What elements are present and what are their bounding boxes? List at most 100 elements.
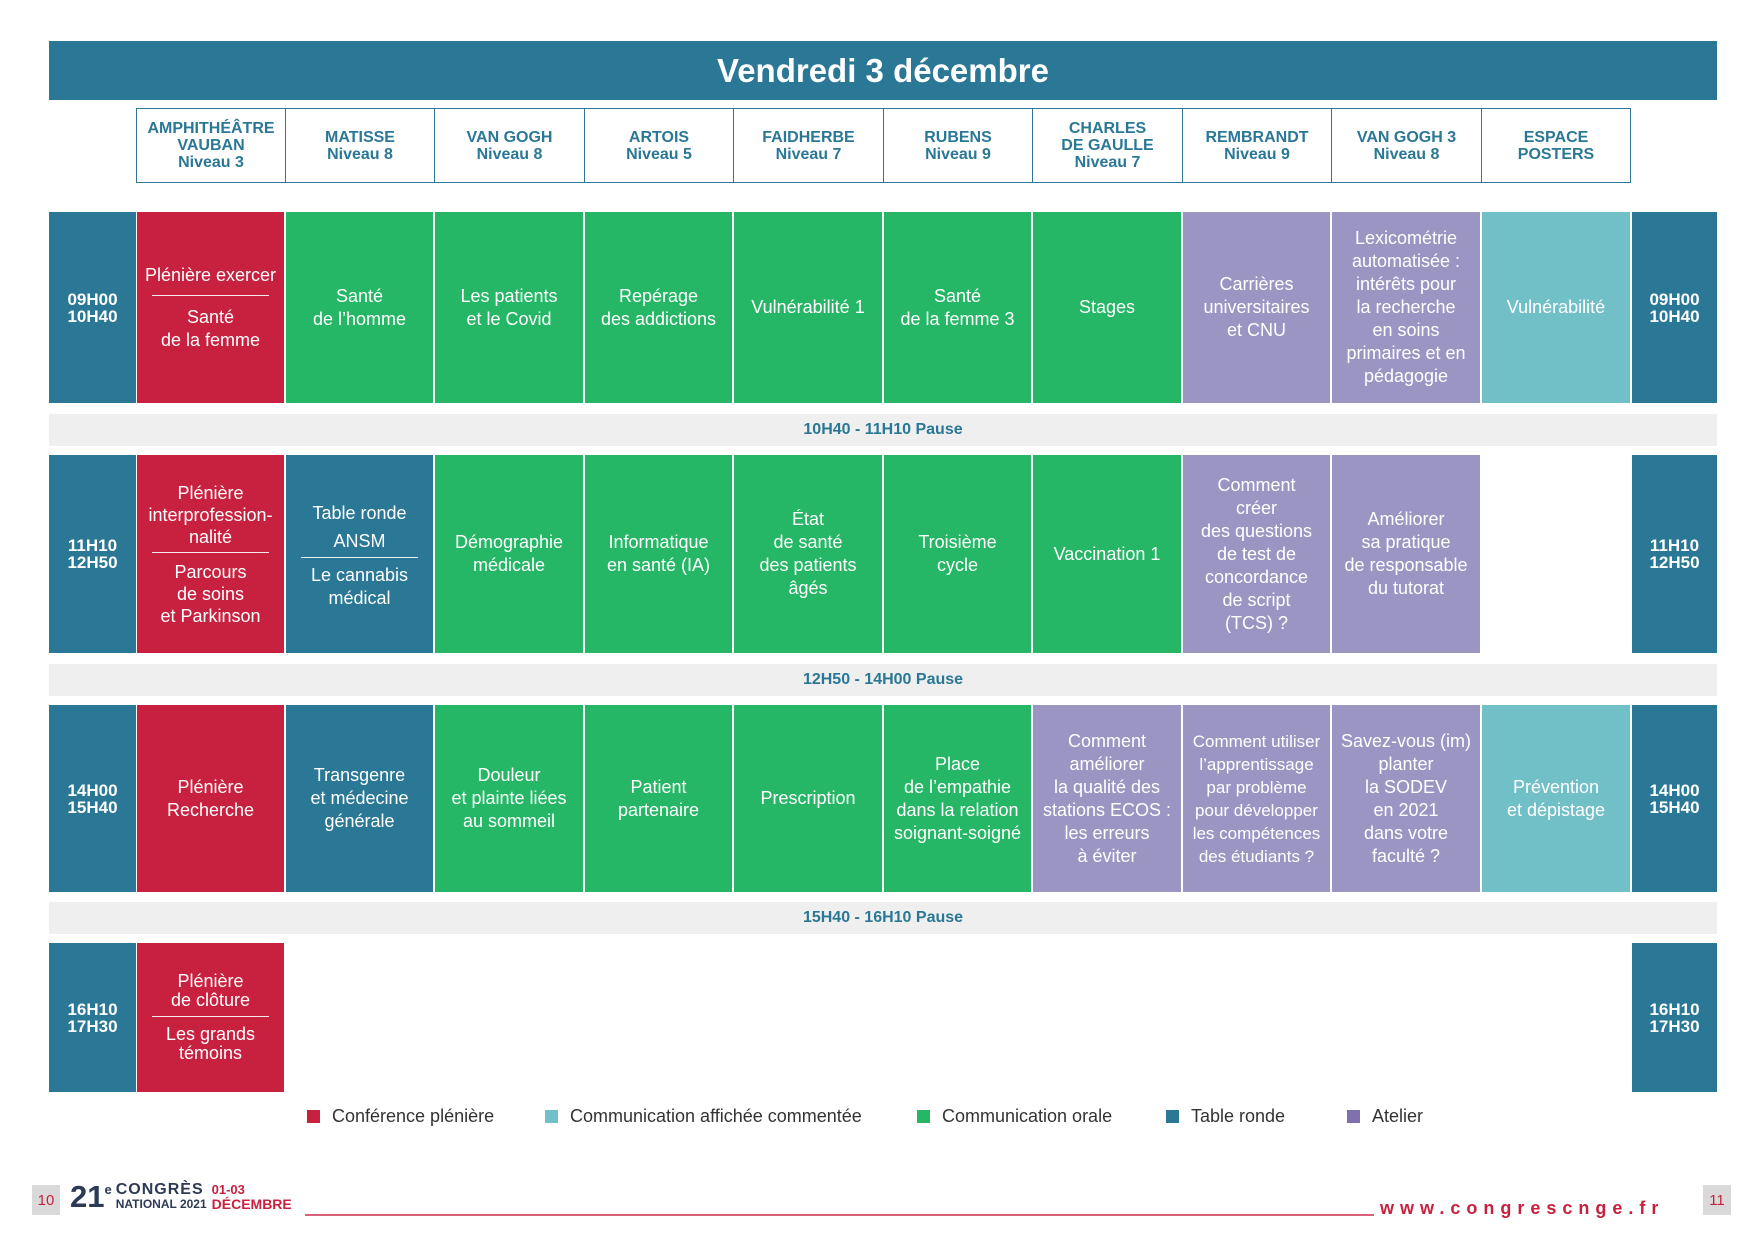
session-cell[interactable]: Comment améliorer la qualité des station… bbox=[1033, 705, 1181, 892]
session-cell[interactable]: Vulnérabilité bbox=[1482, 212, 1630, 403]
session-table-ronde-ansm[interactable]: Table ronde ANSM Le cannabis médical bbox=[286, 455, 433, 653]
session-cell[interactable]: Carrières universitaires et CNU bbox=[1183, 212, 1330, 403]
session-cell[interactable]: Transgenre et médecine générale bbox=[286, 705, 433, 892]
slot-end: 15H40 bbox=[1649, 797, 1700, 817]
session-cell[interactable]: Santé de la femme 3 bbox=[884, 212, 1031, 403]
session-cell[interactable]: Douleur et plainte liées au sommeil bbox=[435, 705, 583, 892]
slot-end: 17H30 bbox=[1649, 1016, 1700, 1036]
logo-dates: 01-03 DÉCEMBRE bbox=[212, 1182, 292, 1212]
website-link[interactable]: www.congrescnge.fr bbox=[1380, 1198, 1665, 1218]
room-name: POSTERS bbox=[1517, 145, 1595, 163]
room-header-espace-posters: ESPACE POSTERS bbox=[1481, 108, 1631, 183]
logo-edition: 21 bbox=[70, 1179, 105, 1214]
slot-start: 11H10 bbox=[1649, 536, 1700, 555]
session-cell[interactable]: Savez-vous (im) planter la SODEV en 2021… bbox=[1332, 705, 1480, 892]
session-cell[interactable]: Comment utiliser l’apprentissage par pro… bbox=[1183, 705, 1330, 892]
time-slot-left: 09H00 10H40 bbox=[49, 212, 136, 403]
room-name: DE GAULLE bbox=[1061, 137, 1154, 154]
session-divider bbox=[152, 294, 269, 296]
session-cell[interactable]: Informatique en santé (IA) bbox=[585, 455, 732, 653]
legend-item: Communication orale bbox=[917, 1106, 1112, 1127]
session-cell[interactable]: Vaccination 1 bbox=[1033, 455, 1181, 653]
slot-end: 10H40 bbox=[67, 306, 118, 326]
session-cell[interactable]: Prévention et dépistage bbox=[1482, 705, 1630, 892]
room-name: FAIDHERBE bbox=[762, 128, 855, 146]
session-cell[interactable]: Les patients et le Covid bbox=[435, 212, 583, 403]
session-divider bbox=[301, 556, 418, 558]
page-number-left: 10 bbox=[32, 1185, 60, 1215]
room-header-artois: ARTOIS Niveau 5 bbox=[584, 108, 734, 183]
logo-month: DÉCEMBRE bbox=[211, 1196, 292, 1212]
pause-bar: 15H40 - 16H10 Pause bbox=[49, 902, 1717, 934]
slot-start: 09H00 bbox=[67, 289, 118, 309]
room-header-van-gogh: VAN GOGH Niveau 8 bbox=[434, 108, 585, 183]
time-slot-left: 16H10 17H30 bbox=[49, 943, 136, 1092]
room-level: Niveau 9 bbox=[925, 145, 991, 163]
session-pleniere-cloture[interactable]: Plénière de clôture Les grands témoins bbox=[137, 943, 284, 1092]
slot-start: 11H10 bbox=[67, 536, 118, 555]
room-level: Niveau 3 bbox=[178, 154, 244, 171]
session-cell[interactable]: Place de l’empathie dans la relation soi… bbox=[884, 705, 1031, 892]
logo-days: 01-03 bbox=[211, 1182, 245, 1197]
session-cell[interactable]: Patient partenaire bbox=[585, 705, 732, 892]
slot-end: 17H30 bbox=[67, 1016, 118, 1036]
session-cell[interactable]: Plénière Recherche bbox=[137, 705, 284, 892]
session-pleniere-exercer[interactable]: Plénière exercer Santé de la femme bbox=[137, 212, 284, 403]
session-cell[interactable]: Stages bbox=[1033, 212, 1181, 403]
session-cell[interactable]: Améliorer sa pratique de responsable du … bbox=[1332, 455, 1480, 653]
legend-label: Conférence plénière bbox=[332, 1106, 495, 1126]
time-slot-right: 16H10 17H30 bbox=[1632, 943, 1717, 1092]
session-cell[interactable]: État de santé des patients âgés bbox=[734, 455, 882, 653]
room-header-van-gogh-3: VAN GOGH 3 Niveau 8 bbox=[1331, 108, 1482, 183]
page-number-right: 11 bbox=[1703, 1185, 1731, 1215]
session-cell[interactable]: Démographie médicale bbox=[435, 455, 583, 653]
room-level: Niveau 7 bbox=[775, 145, 842, 163]
slot-start: 14H00 bbox=[67, 780, 118, 800]
room-name: RUBENS bbox=[924, 128, 992, 146]
time-slot-right: 09H00 10H40 bbox=[1632, 212, 1717, 403]
legend-item: Conférence plénière bbox=[307, 1106, 494, 1127]
session-subtitle: Le cannabis médical bbox=[310, 564, 409, 608]
congress-logo: 21 e CONGRÈS NATIONAL 2021 01-03 DÉCEMBR… bbox=[70, 1179, 292, 1214]
slot-start: 14H00 bbox=[1649, 780, 1700, 800]
room-name: VAUBAN bbox=[177, 137, 245, 154]
session-cell[interactable]: Comment créer des questions de test de c… bbox=[1183, 455, 1330, 653]
slot-start: 16H10 bbox=[1649, 999, 1700, 1019]
slot-end: 12H50 bbox=[67, 553, 118, 572]
room-level: Niveau 8 bbox=[1373, 145, 1440, 163]
logo-congres: CONGRÈS bbox=[115, 1181, 204, 1198]
session-cell[interactable]: Santé de l’homme bbox=[286, 212, 433, 403]
legend-label: Atelier bbox=[1372, 1106, 1424, 1126]
room-header-vauban: AMPHITHÉÂTRE VAUBAN Niveau 3 bbox=[136, 108, 286, 183]
room-level: Niveau 5 bbox=[626, 145, 692, 163]
slot-end: 15H40 bbox=[67, 797, 118, 817]
room-name: VAN GOGH bbox=[466, 128, 553, 146]
legend-swatch bbox=[1166, 1110, 1179, 1123]
room-level: Niveau 7 bbox=[1074, 154, 1141, 171]
session-cell[interactable]: Vulnérabilité 1 bbox=[734, 212, 882, 403]
slot-start: 16H10 bbox=[67, 999, 118, 1019]
day-title: Vendredi 3 décembre bbox=[717, 51, 1049, 89]
session-cell[interactable]: Troisième cycle bbox=[884, 455, 1031, 653]
legend-swatch bbox=[1347, 1110, 1360, 1123]
time-slot-right: 14H00 15H40 bbox=[1632, 705, 1717, 892]
session-subtitle: Santé de la femme bbox=[160, 306, 261, 350]
time-slot-left: 11H10 12H50 bbox=[49, 455, 136, 653]
legend-label: Communication affichée commentée bbox=[570, 1106, 862, 1126]
session-cell[interactable]: Prescription bbox=[734, 705, 882, 892]
legend-item: Communication affichée commentée bbox=[545, 1106, 862, 1127]
logo-edition-suffix: e bbox=[104, 1182, 112, 1197]
session-pleniere-interprofessionnalite[interactable]: Plénière interprofession- nalité Parcour… bbox=[137, 455, 284, 653]
room-level: Niveau 8 bbox=[476, 145, 543, 163]
session-cell[interactable]: Repérage des addictions bbox=[585, 212, 732, 403]
slot-end: 12H50 bbox=[1649, 553, 1700, 572]
room-header-faidherbe: FAIDHERBE Niveau 7 bbox=[733, 108, 884, 183]
logo-national: NATIONAL 2021 bbox=[115, 1197, 207, 1211]
room-header-matisse: MATISSE Niveau 8 bbox=[285, 108, 435, 183]
room-name: AMPHITHÉÂTRE bbox=[147, 120, 275, 137]
room-name: ESPACE bbox=[1523, 128, 1589, 146]
pause-bar: 12H50 - 14H00 Pause bbox=[49, 664, 1717, 696]
room-level: Niveau 9 bbox=[1224, 145, 1290, 163]
session-cell[interactable]: Lexicométrie automatisée : intérêts pour… bbox=[1332, 212, 1480, 403]
room-name: ARTOIS bbox=[628, 128, 690, 146]
